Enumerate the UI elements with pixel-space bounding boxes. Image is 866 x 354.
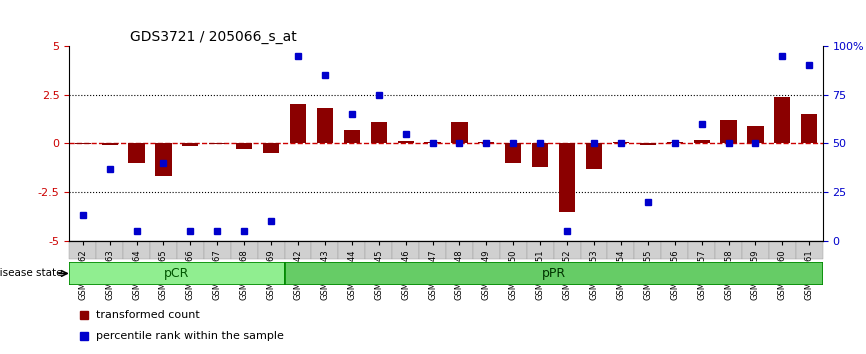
Bar xyxy=(177,241,204,259)
Bar xyxy=(290,104,306,143)
Bar xyxy=(150,241,177,259)
Bar xyxy=(801,114,818,143)
Bar xyxy=(774,97,791,143)
Bar xyxy=(580,241,607,259)
Bar xyxy=(747,126,764,143)
Bar xyxy=(210,143,225,144)
Text: pPR: pPR xyxy=(541,267,565,280)
Bar xyxy=(392,241,419,259)
FancyBboxPatch shape xyxy=(285,262,823,285)
Bar xyxy=(424,142,441,143)
Bar xyxy=(344,130,360,143)
Bar xyxy=(505,143,521,163)
Bar xyxy=(586,143,602,169)
Bar xyxy=(263,143,279,153)
Bar xyxy=(532,143,548,167)
Bar xyxy=(230,241,258,259)
Bar xyxy=(397,141,414,143)
Bar xyxy=(667,142,682,143)
Bar xyxy=(715,241,742,259)
Bar xyxy=(371,122,387,143)
Bar xyxy=(500,241,527,259)
Bar xyxy=(769,241,796,259)
Bar xyxy=(607,241,634,259)
Text: GDS3721 / 205066_s_at: GDS3721 / 205066_s_at xyxy=(130,30,296,44)
Bar xyxy=(317,108,333,143)
Bar xyxy=(634,241,662,259)
Text: transformed count: transformed count xyxy=(95,310,199,320)
Bar xyxy=(640,143,656,145)
Bar xyxy=(613,142,629,143)
Bar xyxy=(473,241,500,259)
Bar xyxy=(527,241,553,259)
Bar xyxy=(688,241,715,259)
Text: disease state: disease state xyxy=(0,268,62,279)
Bar xyxy=(419,241,446,259)
Bar xyxy=(96,241,123,259)
Bar xyxy=(285,241,312,259)
Bar xyxy=(339,241,365,259)
Bar xyxy=(69,241,96,259)
Text: pCR: pCR xyxy=(165,267,190,280)
Bar xyxy=(155,143,171,176)
Bar xyxy=(128,143,145,163)
Bar xyxy=(721,120,737,143)
Bar xyxy=(559,143,575,212)
Bar xyxy=(742,241,769,259)
FancyBboxPatch shape xyxy=(69,262,285,285)
Bar xyxy=(74,143,91,144)
Bar xyxy=(553,241,580,259)
Text: percentile rank within the sample: percentile rank within the sample xyxy=(95,331,283,341)
Bar xyxy=(478,142,494,143)
Bar xyxy=(365,241,392,259)
Bar xyxy=(694,141,709,143)
Bar xyxy=(123,241,150,259)
Bar xyxy=(451,122,468,143)
Bar xyxy=(312,241,339,259)
Bar xyxy=(446,241,473,259)
Bar xyxy=(182,143,198,146)
Bar xyxy=(796,241,823,259)
Bar xyxy=(236,143,252,149)
Bar xyxy=(204,241,230,259)
Bar xyxy=(662,241,688,259)
Bar xyxy=(257,241,285,259)
Bar xyxy=(101,143,118,145)
